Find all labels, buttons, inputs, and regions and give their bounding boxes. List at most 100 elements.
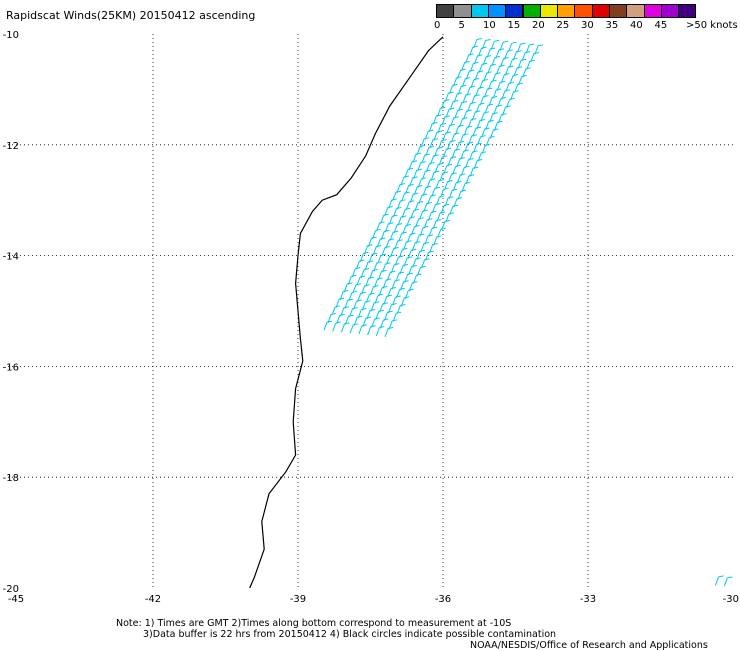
wind-barb-flag [485,38,491,41]
wind-barb-shaft [513,67,518,77]
wind-barb-flag [406,240,412,243]
wind-barb-shaft [458,118,464,128]
legend-swatch [660,4,680,18]
wind-barb-flag [473,166,479,169]
wind-barb-shaft [444,197,449,207]
wind-barb-shaft [418,194,423,204]
wind-barb-flag [390,270,396,273]
wind-barb-flag [436,130,443,133]
wind-barb-shaft [430,155,435,165]
wind-barb-flag [339,313,345,316]
wind-barb-flag [423,242,430,245]
wind-barb-shaft [471,111,476,121]
wind-barb-flag [492,96,498,99]
wind-barb-shaft [422,187,427,196]
wind-barb-flag [398,271,405,274]
wind-barb-shaft [505,83,510,92]
wind-barb-shaft [323,321,328,331]
wind-barb-flag [401,215,407,218]
wind-barb-shaft [327,314,332,324]
wind-barb-flag [488,103,494,106]
legend-label: 45 [654,20,668,31]
wind-barb-flag [492,112,498,115]
wind-barb-flag [533,52,540,55]
wind-barb-flag [335,321,341,324]
x-tick-label: -39 [290,594,306,605]
wind-barb-shaft [435,180,440,190]
wind-barb-shaft [425,147,430,156]
wind-barb-shaft [521,52,526,62]
wind-barb-flag [456,180,462,183]
x-tick-label: -36 [435,594,451,605]
wind-barb-shaft [714,576,719,586]
wind-barb-flag [385,262,391,265]
wind-barb-shaft [383,295,388,305]
wind-barb-flag [464,165,470,168]
wind-barb-shaft [479,96,484,106]
wind-barb-flag [466,109,472,112]
wind-barb-flag [451,172,457,175]
wind-barb-shaft [356,277,361,286]
wind-barb-shaft [417,178,422,188]
wind-barb-shaft [473,39,478,49]
wind-barb-flag [462,117,468,120]
wind-barb-shaft [447,157,452,167]
wind-barb-flag [489,136,495,139]
wind-barb-shaft [453,198,458,208]
wind-barb-flag [398,255,404,258]
wind-barb-flag [517,82,523,85]
wind-barb-shaft [362,317,367,327]
wind-barb-shaft [449,101,454,111]
wind-barb-shaft [335,299,340,308]
wind-barb-flag [495,72,501,75]
wind-barb-flag [384,246,391,249]
wind-barb-flag [425,185,432,188]
wind-barbs [323,38,733,587]
wind-barb-shaft [407,250,412,259]
wind-barb-flag [420,161,426,164]
wind-barb-shaft [390,264,395,274]
legend-label: >50 knots [686,20,738,31]
wind-barb-flag [390,286,397,289]
wind-barb-flag [423,225,429,228]
wind-barb-flag [409,200,415,203]
wind-barb-flag [410,232,416,235]
wind-barb-flag [432,122,438,125]
wind-barb-flag [364,284,370,287]
wind-barb-flag [430,178,436,181]
wind-barb-shaft [406,217,411,227]
wind-barb-flag [417,201,424,204]
wind-barb-shaft [379,303,384,313]
wind-barb-shaft [464,159,469,169]
wind-barb-flag [400,304,406,307]
wind-barb-shaft [369,270,374,280]
wind-barb-shaft [451,149,456,159]
wind-barb-shaft [465,70,470,80]
wind-barb-shaft [416,146,421,156]
wind-barb-flag [444,99,450,102]
wind-barb-shaft [428,123,433,133]
wind-barb-flag [439,195,445,198]
wind-barb-flag [453,100,459,103]
wind-barb-shaft [509,75,514,85]
wind-barb-flag [449,123,455,126]
wind-barb-shaft [461,78,466,88]
wind-barb-shaft [504,66,509,76]
wind-barb-flag [473,78,480,81]
wind-barb-flag [403,175,410,178]
wind-barb-shaft [396,184,401,194]
wind-barb-shaft [420,243,425,253]
wind-barb-flag [511,41,517,44]
wind-barb-shaft [450,133,455,143]
wind-barb-flag [425,169,431,172]
wind-barb-flag [416,168,422,171]
wind-barb-flag [482,62,488,65]
wind-barb-flag [494,56,501,59]
wind-barb-flag [409,216,415,219]
wind-barb-flag [520,42,526,45]
wind-barb-flag [474,94,480,97]
wind-barb-flag [473,61,479,64]
wind-barb-flag [512,74,519,77]
wind-barb-shaft [384,328,389,338]
wind-barb-flag [359,259,365,262]
